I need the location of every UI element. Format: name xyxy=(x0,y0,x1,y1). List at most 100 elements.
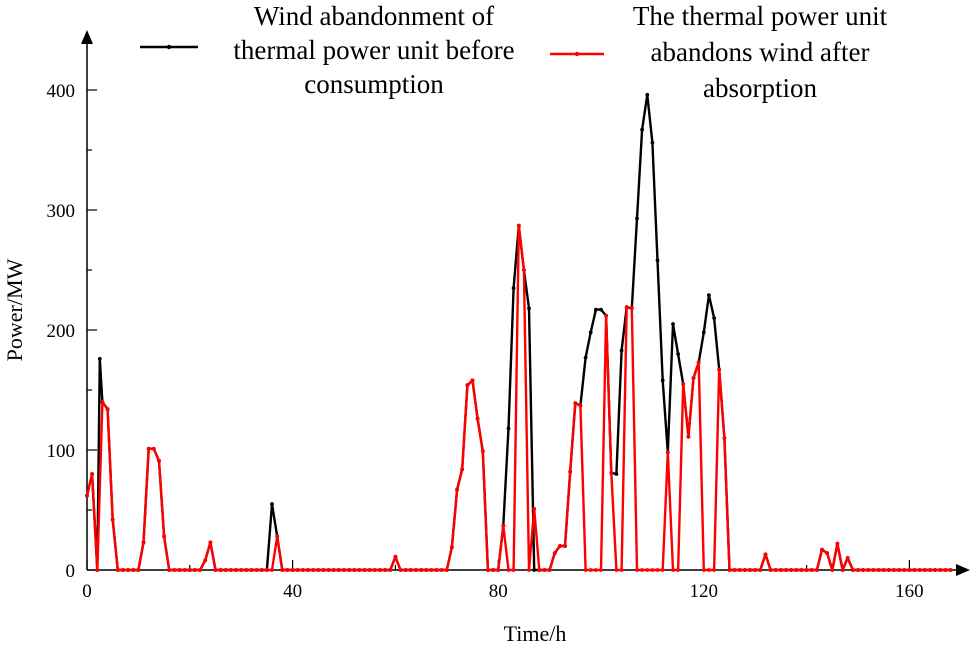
data-point xyxy=(722,436,727,440)
data-point xyxy=(306,568,310,572)
x-axis-label: Time/h xyxy=(504,621,567,646)
x-tick-label: 160 xyxy=(895,581,924,602)
data-point xyxy=(604,313,608,318)
data-point xyxy=(131,568,136,572)
data-point xyxy=(480,449,485,454)
data-point xyxy=(532,568,537,572)
data-point xyxy=(594,568,598,572)
data-point xyxy=(588,330,593,335)
data-point xyxy=(794,568,799,572)
data-point xyxy=(809,568,814,572)
data-point xyxy=(455,487,459,492)
data-point xyxy=(820,547,824,552)
x-tick-label: 0 xyxy=(82,581,92,602)
data-point xyxy=(650,140,655,145)
data-point xyxy=(95,568,100,572)
data-point xyxy=(516,223,521,228)
data-point xyxy=(522,268,526,272)
data-point xyxy=(599,568,603,572)
data-point xyxy=(635,568,639,572)
data-point xyxy=(270,502,274,506)
data-point xyxy=(717,367,722,372)
data-point xyxy=(110,517,115,522)
series-line xyxy=(85,93,951,572)
data-point xyxy=(902,568,907,572)
data-point xyxy=(270,568,274,572)
data-point xyxy=(881,568,886,572)
data-point xyxy=(599,307,603,312)
data-point xyxy=(357,568,362,572)
data-point xyxy=(609,470,614,475)
data-point xyxy=(583,355,588,360)
data-point xyxy=(444,568,449,572)
data-point xyxy=(635,216,639,221)
data-point xyxy=(182,568,187,572)
y-axis-label: Power/MW xyxy=(2,258,27,361)
y-tick-label: 300 xyxy=(47,201,76,222)
data-point xyxy=(85,493,89,498)
data-point xyxy=(388,568,393,572)
data-point xyxy=(660,568,665,572)
data-point xyxy=(835,541,840,546)
legend-item-1: Wind abandonment of thermal power unit be… xyxy=(140,1,515,99)
data-point xyxy=(229,568,233,572)
data-point xyxy=(640,127,644,132)
data-point xyxy=(707,568,711,572)
data-point xyxy=(830,568,835,572)
data-point xyxy=(892,568,896,572)
data-point xyxy=(871,568,876,572)
data-point xyxy=(372,568,377,572)
data-point xyxy=(558,544,562,548)
data-point xyxy=(234,568,239,572)
data-point xyxy=(157,458,161,463)
legend-marker xyxy=(166,44,172,50)
data-point xyxy=(491,568,495,572)
x-tick-label: 120 xyxy=(690,581,719,602)
data-point xyxy=(676,352,680,356)
data-point xyxy=(285,568,290,572)
y-tick-label: 200 xyxy=(47,321,76,342)
data-point xyxy=(732,568,737,572)
data-point xyxy=(907,568,912,572)
data-point xyxy=(671,322,675,326)
data-point xyxy=(254,568,259,572)
data-point xyxy=(537,568,542,572)
data-point xyxy=(244,568,249,572)
data-point xyxy=(532,506,537,511)
data-point xyxy=(378,568,382,572)
legend-label: consumption xyxy=(304,69,444,99)
data-point xyxy=(465,383,470,388)
data-point xyxy=(193,568,197,572)
data-point xyxy=(655,568,660,572)
y-tick-label: 0 xyxy=(66,561,76,582)
data-point xyxy=(383,568,387,572)
data-point xyxy=(295,568,300,572)
data-point xyxy=(367,568,372,572)
data-point xyxy=(501,523,506,528)
data-point xyxy=(141,540,146,545)
data-point xyxy=(496,568,501,572)
data-point xyxy=(676,568,680,572)
data-point xyxy=(712,316,716,320)
data-point xyxy=(547,568,552,572)
legend: Wind abandonment of thermal power unit be… xyxy=(140,1,888,103)
series-2 xyxy=(85,223,953,572)
data-point xyxy=(301,568,305,572)
data-point xyxy=(799,568,804,572)
data-point xyxy=(172,568,177,572)
data-point xyxy=(851,568,855,572)
data-point xyxy=(588,568,593,572)
data-point xyxy=(203,558,208,563)
data-point xyxy=(527,306,531,311)
data-point xyxy=(753,568,758,572)
data-point xyxy=(146,446,151,451)
data-point xyxy=(640,568,644,572)
data-point xyxy=(784,568,788,572)
data-point xyxy=(223,568,228,572)
data-point xyxy=(290,568,295,572)
data-point xyxy=(429,568,434,572)
data-point xyxy=(511,568,516,572)
data-point xyxy=(121,568,125,572)
legend-label: absorption xyxy=(703,73,817,103)
